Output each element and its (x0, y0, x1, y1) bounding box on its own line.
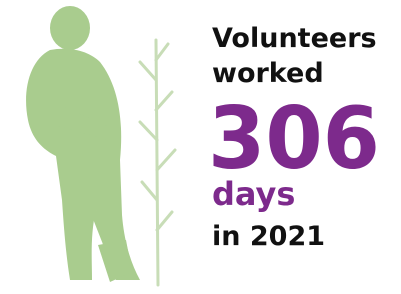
volunteer-silhouette (26, 6, 140, 282)
headline-line1: Volunteers (212, 23, 377, 54)
plant (140, 40, 175, 285)
headline-unit: days (212, 175, 295, 213)
headline-number: 306 (208, 89, 380, 189)
page: Volunteers worked 306 days in 2021 (() =… (0, 0, 401, 294)
infographic: Volunteers worked 306 days in 2021 (0, 0, 401, 294)
headline-period: in 2021 (212, 221, 325, 252)
headline-line2: worked (212, 58, 324, 89)
